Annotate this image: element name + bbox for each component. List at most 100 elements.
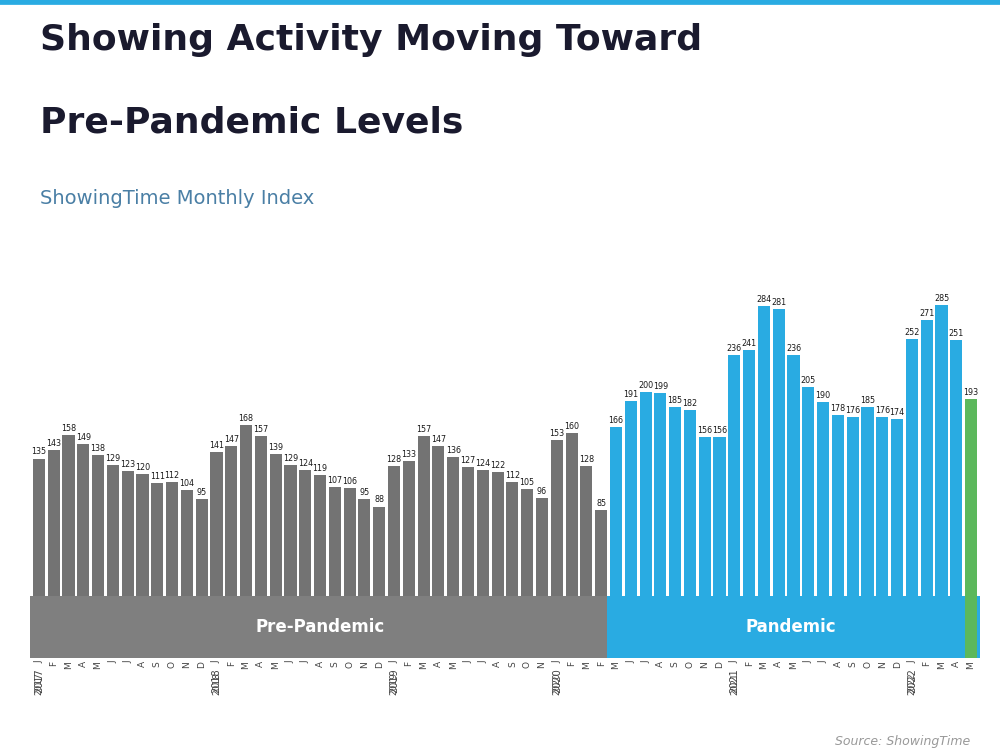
Bar	[240, 425, 252, 596]
Text: 236: 236	[786, 344, 801, 353]
Text: O: O	[863, 661, 872, 668]
Text: 200: 200	[638, 381, 653, 390]
Text: F: F	[567, 661, 576, 666]
Text: M: M	[449, 661, 458, 668]
Text: 2021: 2021	[730, 672, 739, 695]
Bar	[122, 471, 134, 596]
Bar	[314, 475, 326, 596]
Bar	[136, 474, 149, 596]
Text: D: D	[197, 661, 206, 668]
Text: 123: 123	[120, 460, 135, 469]
Text: 157: 157	[416, 425, 431, 434]
Text: 2019: 2019	[390, 672, 399, 695]
Bar	[166, 482, 178, 596]
Text: 157: 157	[253, 425, 268, 434]
Bar	[817, 402, 829, 596]
Text: 281: 281	[771, 299, 786, 307]
Text: 191: 191	[623, 390, 638, 399]
Text: 138: 138	[91, 445, 106, 454]
Text: J: J	[907, 661, 916, 664]
Text: 176: 176	[845, 405, 860, 414]
Bar	[802, 387, 814, 596]
Bar	[684, 411, 696, 596]
Text: 185: 185	[860, 396, 875, 405]
Text: A: A	[79, 661, 88, 667]
Bar	[610, 427, 622, 596]
Text: 104: 104	[179, 479, 194, 488]
Bar	[551, 440, 563, 596]
Bar	[77, 445, 89, 596]
Bar	[299, 469, 311, 596]
Bar	[847, 417, 859, 596]
Text: O: O	[168, 661, 177, 668]
Bar	[607, 596, 980, 658]
Bar	[48, 451, 60, 596]
Text: 193: 193	[964, 389, 979, 397]
Bar	[181, 490, 193, 596]
Bar	[743, 350, 755, 596]
Text: 129: 129	[105, 454, 120, 463]
Bar	[432, 446, 444, 596]
Text: 160: 160	[564, 422, 579, 431]
Bar	[773, 309, 785, 596]
Bar	[284, 465, 297, 596]
Text: 143: 143	[46, 439, 61, 448]
Text: J: J	[212, 661, 221, 664]
Bar	[210, 452, 223, 596]
Text: 128: 128	[386, 454, 402, 463]
Text: 2018: 2018	[212, 672, 221, 695]
Text: M: M	[967, 661, 976, 668]
Text: A: A	[138, 661, 147, 667]
Text: M: M	[937, 661, 946, 668]
Text: 88: 88	[374, 495, 384, 504]
Text: 95: 95	[359, 488, 370, 497]
Text: 124: 124	[475, 459, 490, 468]
Bar	[654, 393, 666, 596]
Bar	[30, 596, 607, 658]
Bar	[151, 483, 163, 596]
Text: 178: 178	[830, 404, 846, 413]
Text: M: M	[94, 661, 103, 668]
Text: A: A	[833, 661, 842, 667]
Text: 107: 107	[327, 476, 342, 485]
Bar	[965, 399, 977, 596]
Text: 166: 166	[608, 416, 623, 425]
Bar	[62, 435, 75, 596]
Text: 241: 241	[742, 339, 757, 349]
Text: J: J	[804, 661, 813, 664]
Text: 236: 236	[727, 344, 742, 353]
Text: J: J	[641, 661, 650, 664]
Text: 129: 129	[283, 454, 298, 463]
Bar	[521, 489, 533, 596]
Text: F: F	[922, 661, 931, 666]
Text: 205: 205	[801, 376, 816, 385]
Text: Source: ShowingTime: Source: ShowingTime	[835, 736, 970, 748]
Text: M: M	[242, 661, 251, 668]
Text: ShowingTime Monthly Index: ShowingTime Monthly Index	[40, 189, 314, 208]
Text: 149: 149	[76, 433, 91, 442]
Text: 141: 141	[209, 442, 224, 451]
Text: Pre-Pandemic Levels: Pre-Pandemic Levels	[40, 106, 463, 140]
Text: J: J	[730, 661, 739, 664]
Text: J: J	[626, 661, 635, 664]
Bar	[225, 446, 237, 596]
Text: A: A	[316, 661, 325, 667]
Bar	[595, 510, 607, 596]
Bar	[758, 306, 770, 596]
Text: A: A	[656, 661, 665, 667]
Bar	[492, 472, 504, 596]
Text: D: D	[375, 661, 384, 668]
Text: 106: 106	[342, 477, 357, 486]
Text: J: J	[34, 661, 43, 664]
Text: F: F	[227, 661, 236, 666]
Text: 124: 124	[298, 459, 313, 468]
Text: M: M	[419, 661, 428, 668]
Text: 158: 158	[61, 424, 76, 433]
Bar	[699, 437, 711, 596]
Text: M: M	[759, 661, 768, 668]
Text: M: M	[789, 661, 798, 668]
Text: N: N	[700, 661, 709, 668]
Text: 168: 168	[239, 414, 254, 423]
Text: D: D	[893, 661, 902, 668]
Bar	[388, 466, 400, 596]
